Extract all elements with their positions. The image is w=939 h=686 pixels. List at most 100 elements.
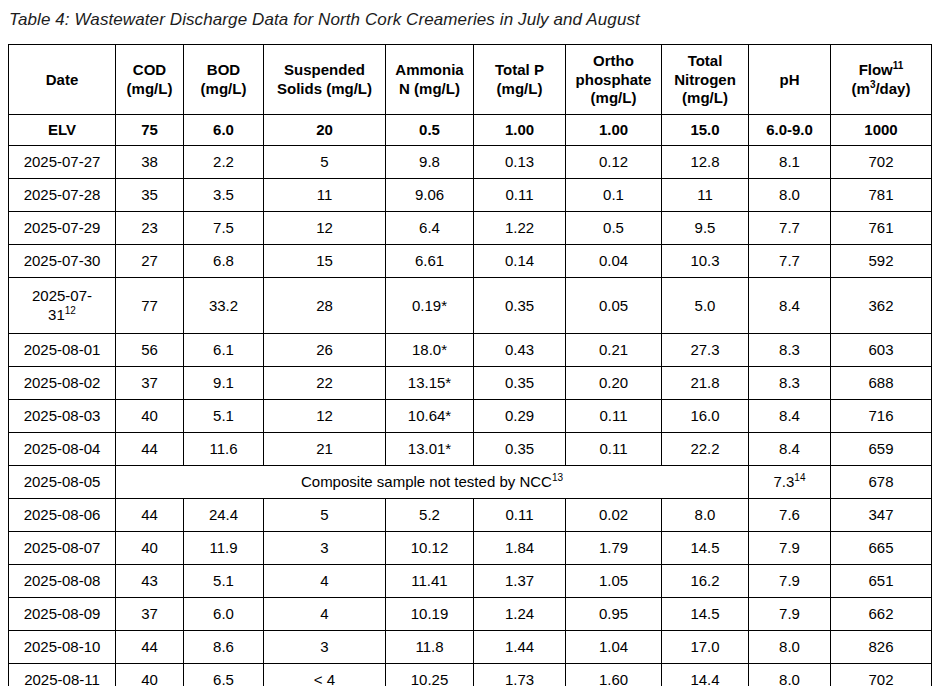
cell-date: 2025-08-09 bbox=[9, 598, 116, 631]
table-row: 2025-08-11406.5< 410.251.731.6014.48.070… bbox=[9, 664, 932, 686]
cell-date: 2025-08-10 bbox=[9, 631, 116, 664]
cell-ph: 8.4 bbox=[749, 278, 831, 334]
cell-total-nitrogen: 15.0 bbox=[662, 115, 749, 146]
footnote-superscript: 11 bbox=[893, 60, 904, 71]
cell-cod: 23 bbox=[116, 212, 184, 245]
cell-ph: 7.7 bbox=[749, 245, 831, 278]
cell-ammonia-n: 5.2 bbox=[386, 499, 474, 532]
footnote-superscript: 13 bbox=[552, 472, 563, 483]
cell-bod: 7.5 bbox=[184, 212, 264, 245]
cell-cod: 75 bbox=[116, 115, 184, 146]
cell-total-p: 1.24 bbox=[474, 598, 566, 631]
cell-ammonia-n: 11.41 bbox=[386, 565, 474, 598]
cell-ammonia-n: 0.5 bbox=[386, 115, 474, 146]
col-header-ph: pH bbox=[749, 45, 831, 115]
header-row: DateCOD(mg/L)BOD(mg/L)SuspendedSolids (m… bbox=[9, 45, 932, 115]
table-row: 2025-07-29237.5126.41.220.59.57.7761 bbox=[9, 212, 932, 245]
cell-bod: 2.2 bbox=[184, 146, 264, 179]
cell-orthophosphate: 0.04 bbox=[566, 245, 662, 278]
cell-ph: 7.9 bbox=[749, 565, 831, 598]
col-header-orthophosphate: Orthophosphate(mg/L) bbox=[566, 45, 662, 115]
cell-total-p: 0.35 bbox=[474, 367, 566, 400]
cell-date: 2025-07-27 bbox=[9, 146, 116, 179]
cell-ph: 8.1 bbox=[749, 146, 831, 179]
cell-bod: 8.6 bbox=[184, 631, 264, 664]
col-header-bod: BOD(mg/L) bbox=[184, 45, 264, 115]
cell-cod: 44 bbox=[116, 433, 184, 466]
col-header-ammonia-n: AmmoniaN (mg/L) bbox=[386, 45, 474, 115]
cell-date: ELV bbox=[9, 115, 116, 146]
cell-ph: 7.7 bbox=[749, 212, 831, 245]
cell-total-nitrogen: 12.8 bbox=[662, 146, 749, 179]
cell-bod: 11.9 bbox=[184, 532, 264, 565]
cell-ammonia-n: 9.8 bbox=[386, 146, 474, 179]
table-row: 2025-08-01566.12618.0*0.430.2127.38.3603 bbox=[9, 334, 932, 367]
cell-orthophosphate: 0.20 bbox=[566, 367, 662, 400]
cell-suspended-solids: 21 bbox=[264, 433, 386, 466]
cell-total-p: 1.84 bbox=[474, 532, 566, 565]
cell-total-nitrogen: 8.0 bbox=[662, 499, 749, 532]
table-row: 2025-07-30276.8156.610.140.0410.37.7592 bbox=[9, 245, 932, 278]
cell-orthophosphate: 1.05 bbox=[566, 565, 662, 598]
cell-bod: 6.0 bbox=[184, 115, 264, 146]
cell-ph: 8.4 bbox=[749, 400, 831, 433]
cell-total-p: 0.14 bbox=[474, 245, 566, 278]
cell-flow: 362 bbox=[831, 278, 932, 334]
table-row: 2025-08-074011.9310.121.841.7914.57.9665 bbox=[9, 532, 932, 565]
cell-total-p: 1.73 bbox=[474, 664, 566, 686]
footnote-superscript: 14 bbox=[794, 472, 805, 483]
cell-flow: 702 bbox=[831, 146, 932, 179]
cell-bod: 3.5 bbox=[184, 179, 264, 212]
cell-suspended-solids: 5 bbox=[264, 146, 386, 179]
cell-date: 2025-07-29 bbox=[9, 212, 116, 245]
wastewater-discharge-table: DateCOD(mg/L)BOD(mg/L)SuspendedSolids (m… bbox=[8, 44, 932, 686]
cell-ammonia-n: 6.61 bbox=[386, 245, 474, 278]
cell-flow: 702 bbox=[831, 664, 932, 686]
cell-suspended-solids: 4 bbox=[264, 565, 386, 598]
cell-cod: 44 bbox=[116, 631, 184, 664]
cell-suspended-solids: 5 bbox=[264, 499, 386, 532]
cell-cod: 38 bbox=[116, 146, 184, 179]
cell-date: 2025-08-07 bbox=[9, 532, 116, 565]
cell-date: 2025-08-01 bbox=[9, 334, 116, 367]
cell-suspended-solids: 4 bbox=[264, 598, 386, 631]
cell-total-p: 1.22 bbox=[474, 212, 566, 245]
cell-orthophosphate: 0.1 bbox=[566, 179, 662, 212]
cell-orthophosphate: 0.21 bbox=[566, 334, 662, 367]
cell-suspended-solids: 20 bbox=[264, 115, 386, 146]
cell-cod: 44 bbox=[116, 499, 184, 532]
cell-suspended-solids: 12 bbox=[264, 212, 386, 245]
cell-ammonia-n: 9.06 bbox=[386, 179, 474, 212]
col-header-date: Date bbox=[9, 45, 116, 115]
cell-date: 2025-08-06 bbox=[9, 499, 116, 532]
cell-suspended-solids: 3 bbox=[264, 532, 386, 565]
cell-bod: 9.1 bbox=[184, 367, 264, 400]
cell-flow: 659 bbox=[831, 433, 932, 466]
cell-orthophosphate: 0.11 bbox=[566, 400, 662, 433]
table-header: DateCOD(mg/L)BOD(mg/L)SuspendedSolids (m… bbox=[9, 45, 932, 115]
cell-flow: 826 bbox=[831, 631, 932, 664]
cell-orthophosphate: 0.02 bbox=[566, 499, 662, 532]
cell-flow: 592 bbox=[831, 245, 932, 278]
cell-suspended-solids: 15 bbox=[264, 245, 386, 278]
cell-suspended-solids: 11 bbox=[264, 179, 386, 212]
cell-date: 2025-08-04 bbox=[9, 433, 116, 466]
cell-total-p: 0.11 bbox=[474, 179, 566, 212]
cell-ph: 6.0-9.0 bbox=[749, 115, 831, 146]
table-row: 2025-08-044411.62113.01*0.350.1122.28.46… bbox=[9, 433, 932, 466]
cell-suspended-solids: 22 bbox=[264, 367, 386, 400]
cell-total-nitrogen: 11 bbox=[662, 179, 749, 212]
cell-total-p: 1.37 bbox=[474, 565, 566, 598]
elv-limit-row: ELV756.0200.51.001.0015.06.0-9.01000 bbox=[9, 115, 932, 146]
cell-date: 2025-08-08 bbox=[9, 565, 116, 598]
cell-ammonia-n: 13.15* bbox=[386, 367, 474, 400]
cell-flow: 603 bbox=[831, 334, 932, 367]
footnote-superscript: 3 bbox=[870, 79, 876, 90]
cell-bod: 6.1 bbox=[184, 334, 264, 367]
cell-ammonia-n: 10.64* bbox=[386, 400, 474, 433]
cell-flow: 761 bbox=[831, 212, 932, 245]
cell-total-nitrogen: 22.2 bbox=[662, 433, 749, 466]
cell-flow: 665 bbox=[831, 532, 932, 565]
document-page: Table 4: Wastewater Discharge Data for N… bbox=[0, 0, 939, 686]
cell-ph: 8.3 bbox=[749, 334, 831, 367]
